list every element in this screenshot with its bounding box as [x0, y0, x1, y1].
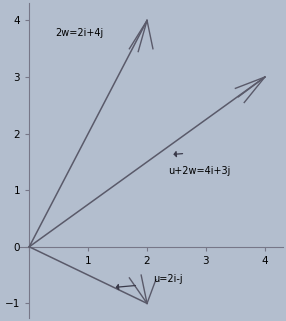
- Text: u+2w=4i+3j: u+2w=4i+3j: [168, 166, 230, 176]
- Text: 2w=2i+4j: 2w=2i+4j: [56, 28, 104, 38]
- Text: u=2i-j: u=2i-j: [153, 274, 182, 284]
